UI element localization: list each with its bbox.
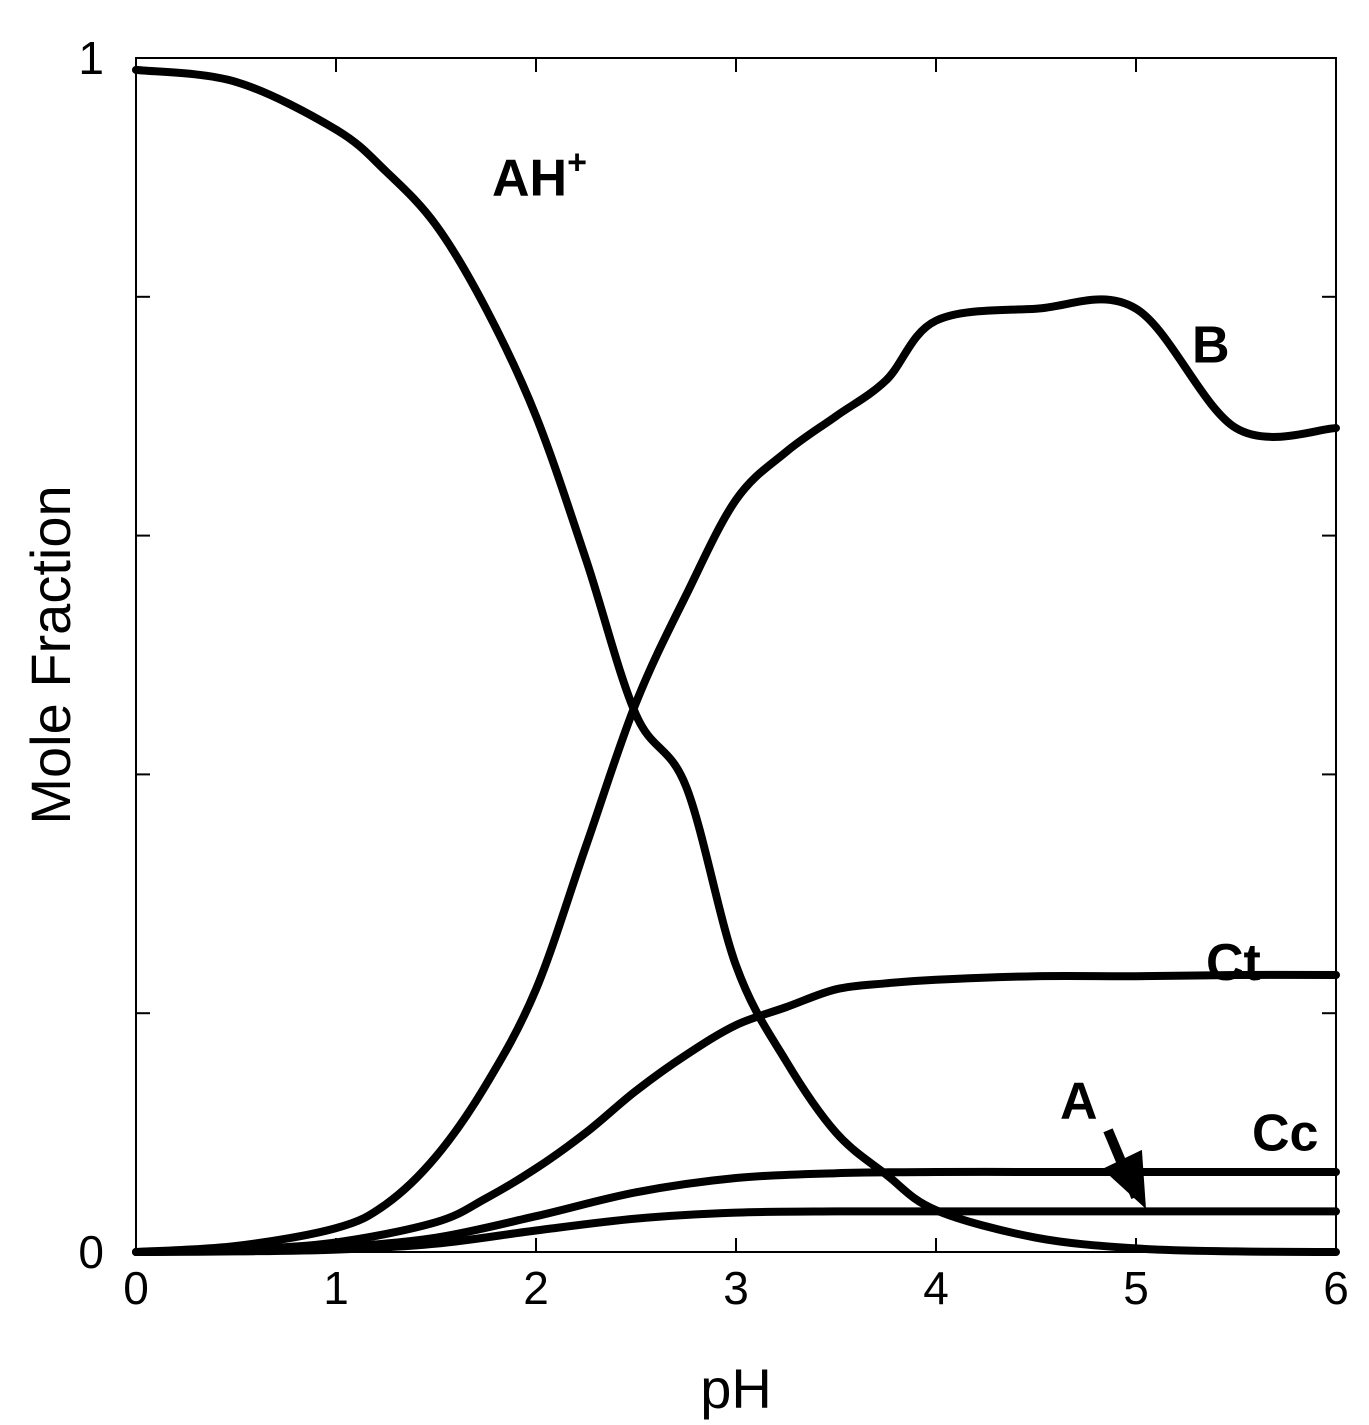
series-label-ah: AH+ xyxy=(492,143,587,207)
series-line-ah xyxy=(132,65,1340,1256)
plot-frame xyxy=(135,57,1337,1253)
series-labels: AH+ B Ct Cc A xyxy=(492,143,1318,1210)
x-tick-label: 1 xyxy=(323,1262,349,1314)
series-label-superscript: + xyxy=(567,143,587,181)
x-tick-label: 3 xyxy=(723,1262,749,1314)
axis-ticks xyxy=(135,57,1337,1253)
annotation-arrow-head xyxy=(1102,1149,1146,1210)
series-label-b: B xyxy=(1192,316,1230,374)
series-line-ct xyxy=(132,970,1340,1256)
series-label-ct: Ct xyxy=(1206,934,1261,992)
y-tick-label: 0 xyxy=(78,1226,104,1278)
x-tick-label: 0 xyxy=(123,1262,149,1314)
x-tick-label: 6 xyxy=(1323,1262,1349,1314)
series-curves xyxy=(132,65,1340,1256)
series-line-a xyxy=(132,1207,1340,1256)
x-tick-label: 5 xyxy=(1123,1262,1149,1314)
series-label-a: A xyxy=(1060,1072,1098,1130)
axis-tick-labels: 0 1 2 3 4 5 6 0 1 xyxy=(78,32,1348,1314)
y-axis-title: Mole Fraction xyxy=(19,485,82,824)
x-tick-label: 2 xyxy=(523,1262,549,1314)
series-line-b xyxy=(132,295,1340,1256)
series-label-cc: Cc xyxy=(1252,1105,1318,1163)
x-axis-title: pH xyxy=(700,1357,772,1420)
y-tick-label: 1 xyxy=(78,32,104,84)
x-tick-label: 4 xyxy=(923,1262,949,1314)
